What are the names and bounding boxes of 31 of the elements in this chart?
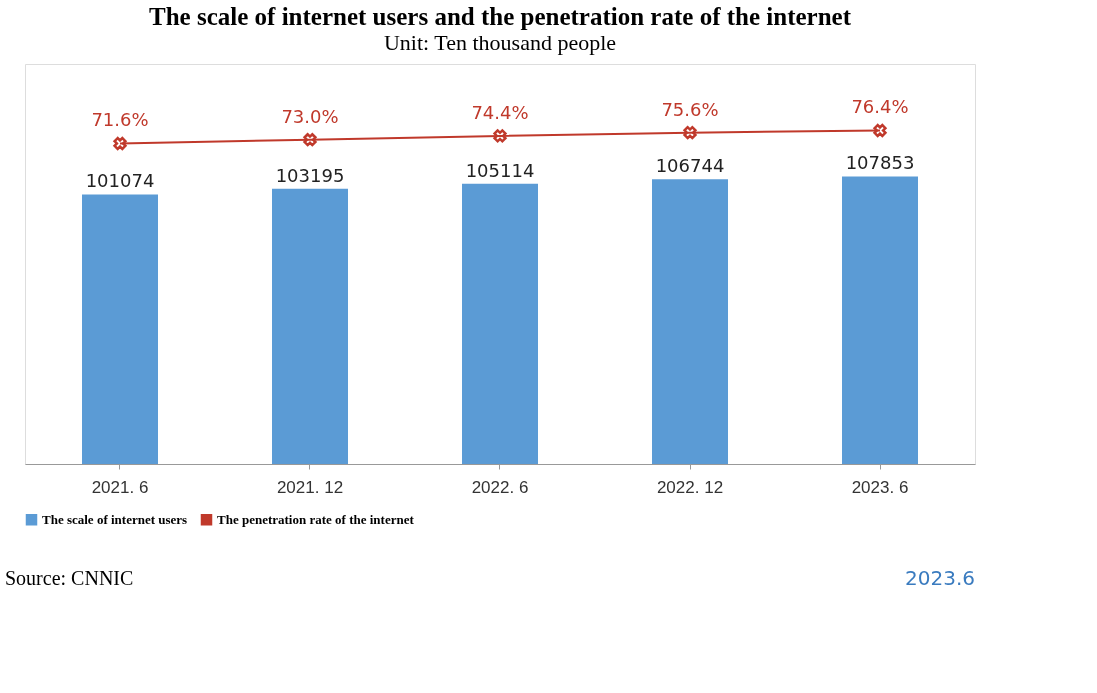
data-label: 76.4% xyxy=(851,96,909,118)
bar xyxy=(842,176,918,464)
data-label: 101074 xyxy=(85,170,155,192)
bar xyxy=(462,183,538,464)
data-label: 74.4% xyxy=(471,101,529,123)
data-label: 75.6% xyxy=(661,98,719,120)
point xyxy=(683,125,697,140)
chart-title: The scale of internet users and the penetration rate of the internet xyxy=(149,3,852,30)
bar xyxy=(652,179,728,464)
point xyxy=(113,136,127,151)
legend-label: The penetration rate of the internet xyxy=(217,511,415,527)
data-label: 105114 xyxy=(465,159,535,181)
x-tick-label: 2021. 6 xyxy=(91,477,149,497)
legend-label: The scale of internet users xyxy=(42,511,188,527)
point xyxy=(303,133,317,147)
x-tick-label: 2023. 6 xyxy=(851,477,909,497)
point xyxy=(873,123,887,138)
data-label: 73.0% xyxy=(281,105,339,127)
chart-subtitle: Unit: Ten thousand people xyxy=(383,30,617,55)
x-tick-label: 2022. 6 xyxy=(471,477,529,497)
data-label: 107853 xyxy=(845,152,915,174)
data-label: 103195 xyxy=(275,164,345,186)
x-tick-label: 2021. 12 xyxy=(276,477,344,497)
data-label: 106744 xyxy=(655,155,725,177)
bar xyxy=(82,194,158,464)
x-tick-label: 2022. 12 xyxy=(656,477,724,497)
source-note: Source: CNNIC xyxy=(5,567,134,589)
data-label: 71.6% xyxy=(91,109,149,131)
point xyxy=(493,129,507,143)
text: 2023.6 xyxy=(905,566,975,590)
bar xyxy=(272,188,348,464)
